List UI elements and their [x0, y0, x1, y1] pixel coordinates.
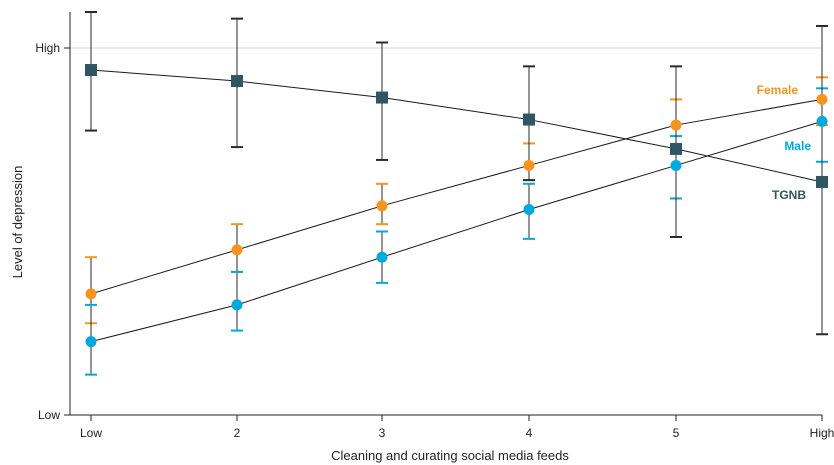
- y-axis-title: Level of depression: [10, 166, 25, 279]
- tgnb-point: [85, 64, 97, 76]
- x-axis-title: Cleaning and curating social media feeds: [331, 448, 569, 463]
- tgnb-point: [670, 143, 682, 155]
- male-point: [377, 252, 388, 263]
- y-tick-label: High: [35, 41, 60, 55]
- series-lines: [91, 70, 822, 342]
- x-tick-label: 4: [526, 426, 533, 440]
- female-point: [671, 120, 682, 131]
- male-point: [86, 336, 97, 347]
- tgnb-point: [231, 75, 243, 87]
- tgnb-line: [91, 70, 822, 182]
- x-tick-label: Low: [80, 426, 102, 440]
- x-tick-label: 3: [379, 426, 386, 440]
- female-point: [86, 288, 97, 299]
- series-markers: [85, 64, 828, 347]
- tgnb-point: [376, 92, 388, 104]
- male-point: [671, 160, 682, 171]
- male-series-label: Male: [784, 139, 811, 153]
- female-point: [524, 160, 535, 171]
- female-line: [91, 99, 822, 294]
- x-tick-label: 5: [673, 426, 680, 440]
- female-series-label: Female: [757, 83, 799, 97]
- female-point: [232, 244, 243, 255]
- male-line: [91, 121, 822, 341]
- x-tick-label: High: [810, 426, 834, 440]
- series-labels: Female Male TGNB: [757, 83, 812, 202]
- female-point: [817, 94, 828, 105]
- tgnb-point: [816, 176, 828, 188]
- tgnb-point: [523, 114, 535, 126]
- y-tick-label: Low: [38, 408, 60, 422]
- x-tick-label: 2: [234, 426, 241, 440]
- male-point: [817, 116, 828, 127]
- male-point: [232, 299, 243, 310]
- error-bars: [85, 12, 828, 375]
- male-point: [524, 204, 535, 215]
- tgnb-series-label: TGNB: [772, 188, 806, 202]
- female-point: [377, 200, 388, 211]
